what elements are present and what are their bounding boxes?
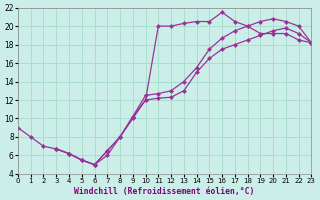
X-axis label: Windchill (Refroidissement éolien,°C): Windchill (Refroidissement éolien,°C) [75, 187, 255, 196]
